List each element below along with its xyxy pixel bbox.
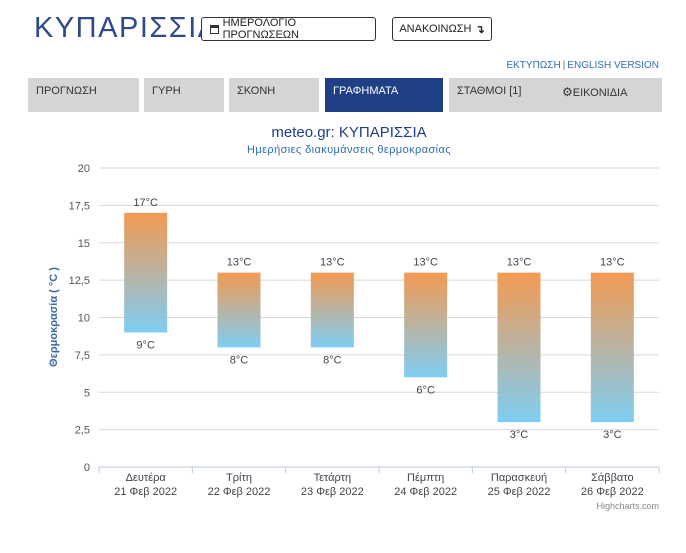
forecast-calendar-button[interactable]: ΗΜΕΡΟΛΟΓΙΟ ΠΡΟΓΝΩΣΕΩΝ <box>201 17 376 41</box>
y-axis-ticks: 0 2,5 5 7,5 10 12,5 15 17,5 20 <box>69 163 90 474</box>
y-tick-label: 15 <box>78 238 90 250</box>
tab-label: ΠΡΟΓΝΩΣΗ <box>36 85 97 97</box>
x-tick-label-day: Τετάρτη <box>314 472 352 484</box>
tab-forecast[interactable]: ΠΡΟΓΝΩΣΗ <box>28 78 139 112</box>
temperature-bar <box>404 272 448 378</box>
temperature-bar <box>497 272 541 423</box>
x-tick-label-day: Πέμπτη <box>407 472 444 484</box>
high-temp-label: 13°C <box>320 257 345 269</box>
tab-label: ΣΚΟΝΗ <box>237 85 276 97</box>
bar-series <box>124 212 634 423</box>
calendar-icon <box>210 24 219 34</box>
chart-title: meteo.gr: ΚΥΠΑΡΙΣΣΙΑ <box>271 124 426 141</box>
tab-icons[interactable]: ⚙ΕΙΚΟΝΙΔΙΑ <box>554 78 662 112</box>
x-tick-label-date: 23 Φεβ 2022 <box>301 486 364 498</box>
announcement-button[interactable]: ΑΝΑΚΟΙΝΩΣΗ ↴ <box>392 17 492 41</box>
tab-stations[interactable]: ΣΤΑΘΜΟΙ [1] <box>449 78 557 112</box>
tab-label: ΕΙΚΟΝΙΔΙΑ <box>572 87 628 99</box>
y-tick-label: 20 <box>78 163 90 175</box>
x-tick-label-day: Τρίτη <box>226 472 252 484</box>
x-tick-label-day: Σάββατο <box>591 472 633 484</box>
high-temp-label: 13°C <box>413 257 438 269</box>
x-tick-label-date: 26 Φεβ 2022 <box>581 486 644 498</box>
low-temp-label: 3°C <box>603 429 622 441</box>
x-tick-label-date: 24 Φεβ 2022 <box>394 486 457 498</box>
y-tick-label: 17,5 <box>69 200 90 212</box>
city-title: ΚΥΠΑΡΙΣΣΙΑ <box>34 12 219 44</box>
link-separator: | <box>562 60 566 71</box>
arrow-down-icon: ↴ <box>475 23 485 36</box>
y-tick-label: 2,5 <box>75 425 90 437</box>
x-axis: Δευτέρα 21 Φεβ 2022 Τρίτη 22 Φεβ 2022 Τετάρτ… <box>98 467 660 498</box>
temperature-chart: meteo.gr: ΚΥΠΑΡΙΣΣΙΑ Ημερήσιες διακυμάνσ… <box>48 124 660 511</box>
tab-label: ΓΡΑΦΗΜΑΤΑ <box>333 85 399 97</box>
tab-charts[interactable]: ΓΡΑΦΗΜΑΤΑ <box>325 78 443 112</box>
x-tick-label-date: 25 Φεβ 2022 <box>488 486 551 498</box>
high-temp-label: 13°C <box>600 257 625 269</box>
low-temp-label: 9°C <box>136 339 155 351</box>
low-temp-label: 8°C <box>323 354 342 366</box>
data-labels: 17°C 9°C 13°C 8°C 13°C 8°C 13°C 6°C 13°C 3°C 13°C 3… <box>133 197 624 441</box>
temperature-bar <box>310 272 354 348</box>
grid-lines <box>99 167 659 468</box>
x-tick-label-day: Παρασκευή <box>491 472 547 484</box>
chart-credits[interactable]: Highcharts.com <box>596 501 659 511</box>
gear-icon: ⚙ <box>562 85 573 99</box>
announcement-label: ΑΝΑΚΟΙΝΩΣΗ <box>399 23 472 35</box>
tab-label: ΣΤΑΘΜΟΙ [1] <box>457 85 522 97</box>
print-link[interactable]: ΕΚΤΥΠΩΣΗ <box>506 60 561 71</box>
low-temp-label: 3°C <box>510 429 529 441</box>
x-tick-label-date: 22 Φεβ 2022 <box>208 486 271 498</box>
forecast-calendar-label: ΗΜΕΡΟΛΟΓΙΟ ΠΡΟΓΝΩΣΕΩΝ <box>222 17 299 41</box>
y-tick-label: 10 <box>78 313 90 325</box>
y-tick-label: 12,5 <box>69 275 90 287</box>
chart-subtitle: Ημερήσιες διακυμάνσεις θερμοκρασίας <box>247 144 451 156</box>
y-tick-label: 0 <box>84 462 90 474</box>
low-temp-label: 8°C <box>230 354 249 366</box>
top-links: ΕΚΤΥΠΩΣΗ | ENGLISH VERSION <box>506 60 659 71</box>
high-temp-label: 17°C <box>133 197 158 209</box>
tab-dust[interactable]: ΣΚΟΝΗ <box>229 78 319 112</box>
temperature-bar <box>590 272 634 423</box>
temperature-bar <box>217 272 261 348</box>
y-tick-label: 5 <box>84 387 90 399</box>
x-tick-label-day: Δευτέρα <box>126 472 167 484</box>
english-version-link[interactable]: ENGLISH VERSION <box>567 60 659 71</box>
y-axis-label: Θερμοκρασία ( °C ) <box>48 267 60 367</box>
x-tick-label-date: 21 Φεβ 2022 <box>114 486 177 498</box>
low-temp-label: 6°C <box>416 384 435 396</box>
tab-label: ΓΥΡΗ <box>152 85 181 97</box>
y-tick-label: 7,5 <box>75 350 90 362</box>
tab-pollen[interactable]: ΓΥΡΗ <box>144 78 224 112</box>
high-temp-label: 13°C <box>227 257 252 269</box>
temperature-bar <box>124 212 168 333</box>
high-temp-label: 13°C <box>507 257 532 269</box>
